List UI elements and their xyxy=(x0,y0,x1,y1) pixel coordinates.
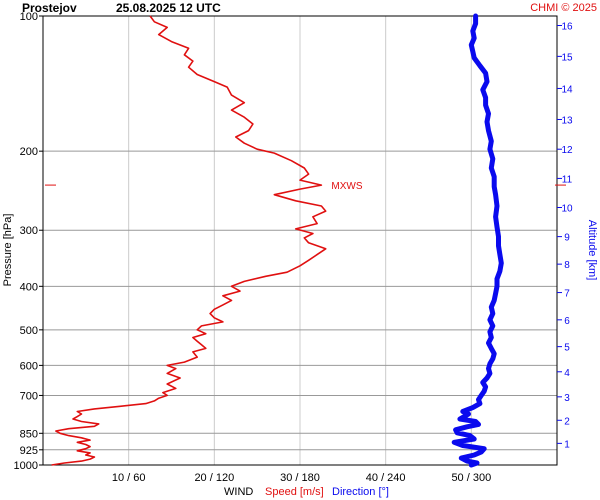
frame-layer: 10 / 60 20 / 120 30 / 180 40 / 240 50 / 300 1… xyxy=(14,11,573,484)
x-tick-label: 30 / 180 xyxy=(280,472,320,484)
datetime-title: 25.08.2025 12 UTC xyxy=(116,1,221,15)
altitude-tick-label: 10 xyxy=(561,204,573,215)
altitude-tick-label: 11 xyxy=(562,174,573,185)
x-axis-title-direction: Direction [°] xyxy=(332,486,389,498)
y-tick-label: 1000 xyxy=(14,460,38,472)
y-tick-label: 700 xyxy=(20,390,38,402)
altitude-tick-label: 3 xyxy=(564,393,570,404)
direction-series-line xyxy=(451,13,504,468)
series-layer xyxy=(51,13,504,468)
altitude-tick-label: 15 xyxy=(561,52,573,63)
x-tick-label: 20 / 120 xyxy=(194,472,234,484)
y-tick-label: 200 xyxy=(20,146,38,158)
plot-frame xyxy=(42,15,558,466)
station-title: Prostejov xyxy=(22,1,77,15)
altitude-axis-title: Altitude [km] xyxy=(586,220,598,281)
x-tick-label: 10 / 60 xyxy=(112,472,146,484)
altitude-tick-label: 8 xyxy=(564,260,570,271)
credit-label: CHMI © 2025 xyxy=(530,2,597,14)
grid-layer xyxy=(43,16,557,465)
y-tick-label: 400 xyxy=(20,281,38,293)
altitude-tick-label: 4 xyxy=(564,368,570,379)
speed-series-line xyxy=(51,15,327,466)
x-tick-label: 50 / 300 xyxy=(451,472,491,484)
altitude-tick-label: 12 xyxy=(561,145,573,156)
y-tick-label: 850 xyxy=(20,428,38,440)
x-tick-label: 40 / 240 xyxy=(366,472,406,484)
y-tick-label: 500 xyxy=(20,325,38,337)
x-axis-title-wind: WIND xyxy=(224,486,253,498)
altitude-tick-label: 9 xyxy=(564,233,570,244)
altitude-tick-label: 16 xyxy=(561,22,573,33)
y-tick-label: 100 xyxy=(20,11,38,23)
altitude-tick-label: 7 xyxy=(564,289,570,300)
altitude-tick-label: 6 xyxy=(564,316,570,327)
altitude-tick-label: 1 xyxy=(564,439,570,450)
mxws-annotation: MXWS xyxy=(331,181,362,192)
y-tick-label: 300 xyxy=(20,225,38,237)
altitude-tick-label: 5 xyxy=(564,343,570,354)
altitude-tick-label: 13 xyxy=(561,115,573,126)
y-tick-label: 600 xyxy=(20,360,38,372)
y-axis-title: Pressure [hPa] xyxy=(2,214,14,287)
altitude-tick-label: 2 xyxy=(564,416,570,427)
altitude-tick-label: 14 xyxy=(561,84,573,95)
x-axis-title-speed: Speed [m/s] xyxy=(265,486,324,498)
y-tick-label: 925 xyxy=(20,445,38,457)
